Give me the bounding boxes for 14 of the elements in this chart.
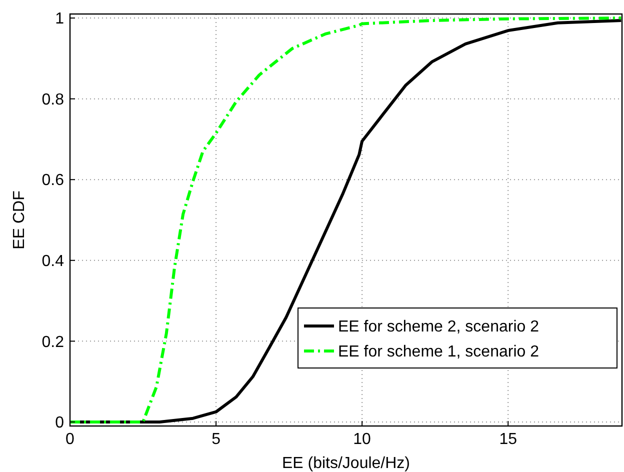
y-axis-title: EE CDF — [11, 190, 28, 250]
y-tick-label: 1 — [55, 10, 64, 28]
legend-label: EE for scheme 1, scenario 2 — [338, 344, 540, 361]
y-tick-label: 0 — [55, 414, 64, 432]
x-axis-title: EE (bits/Joule/Hz) — [282, 455, 410, 472]
y-tick-label: 0.8 — [42, 91, 64, 108]
x-tick-label: 5 — [212, 431, 221, 448]
y-tick-label: 0.4 — [42, 252, 64, 270]
y-tick-label: 0.6 — [42, 172, 64, 190]
y-tick-label: 0.2 — [42, 334, 64, 351]
x-tick-label: 15 — [499, 431, 518, 448]
x-tick-label: 10 — [353, 431, 372, 448]
legend-label: EE for scheme 2, scenario 2 — [338, 318, 540, 336]
x-tick-label: 0 — [66, 431, 75, 448]
